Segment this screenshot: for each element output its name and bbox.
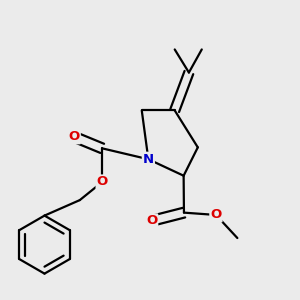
Text: O: O bbox=[146, 214, 157, 227]
Text: O: O bbox=[69, 130, 80, 143]
Text: O: O bbox=[210, 208, 222, 221]
Text: O: O bbox=[97, 176, 108, 188]
Text: N: N bbox=[143, 153, 154, 166]
